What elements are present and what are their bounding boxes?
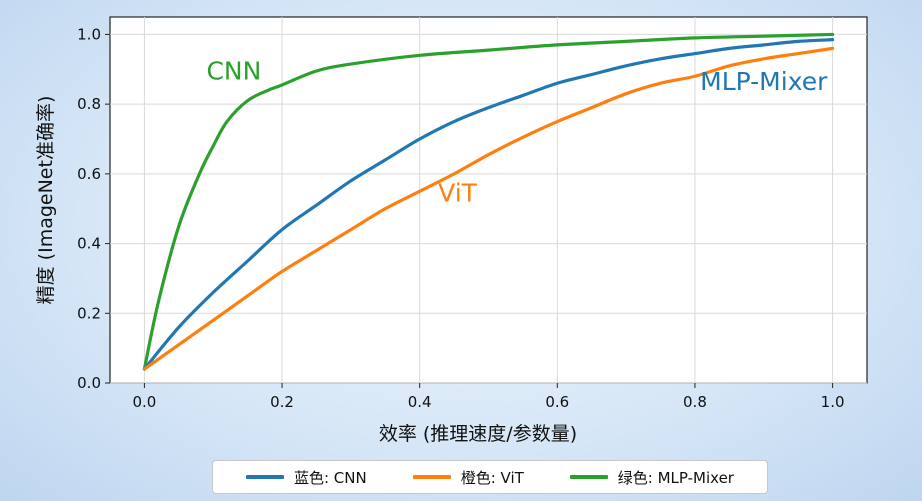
legend-label: 橙色: ViT	[460, 468, 524, 487]
annotation-mlp-mixer: MLP-Mixer	[700, 67, 828, 96]
y-tick-label: 0.4	[77, 235, 101, 253]
x-tick-label: 0.4	[408, 393, 432, 411]
series-layer	[142, 32, 835, 371]
x-tick-label: 0.0	[132, 393, 156, 411]
x-tick-label: 0.2	[270, 393, 294, 411]
series-line-mlp-mixer	[142, 38, 835, 371]
legend-swatch	[412, 475, 451, 479]
series-line-cnn	[142, 32, 835, 371]
x-axis-title: 效率 (推理速度/参数量)	[379, 423, 577, 445]
y-tick-label: 1.0	[77, 25, 101, 43]
y-tick-label: 0.6	[77, 165, 101, 183]
legend-item-mlp-mixer: 绿色: MLP-Mixer	[569, 467, 734, 488]
annotation-vit: ViT	[438, 179, 477, 208]
legend-item-cnn: 蓝色: CNN	[245, 467, 367, 488]
legend: 蓝色: CNN 橙色: ViT 绿色: MLP-Mixer	[212, 460, 768, 494]
legend-swatch	[569, 475, 608, 479]
annotation-cnn: CNN	[206, 57, 261, 86]
x-tick-label: 0.6	[545, 393, 569, 411]
annotations: CNN MLP-Mixer ViT	[206, 57, 828, 208]
legend-swatch	[245, 475, 284, 479]
axis-ticks: 0.0 0.2 0.4 0.6 0.8 1.0 0.0 0.2 0.4 0.6 0.8 1.0	[77, 25, 844, 411]
legend-label: 蓝色: CNN	[293, 468, 367, 487]
legend-label: 绿色: MLP-Mixer	[617, 468, 734, 487]
y-tick-label: 0.0	[77, 374, 101, 392]
x-tick-label: 0.8	[683, 393, 707, 411]
plot-area	[109, 16, 868, 384]
grid-lines	[110, 17, 867, 384]
y-tick-label: 0.8	[77, 95, 101, 113]
legend-item-vit: 橙色: ViT	[412, 467, 524, 488]
series-line-vit	[142, 46, 835, 371]
x-tick-label: 1.0	[821, 393, 845, 411]
y-tick-label: 0.2	[77, 304, 101, 322]
y-axis-title: 精度 (ImageNet准确率)	[35, 96, 57, 305]
